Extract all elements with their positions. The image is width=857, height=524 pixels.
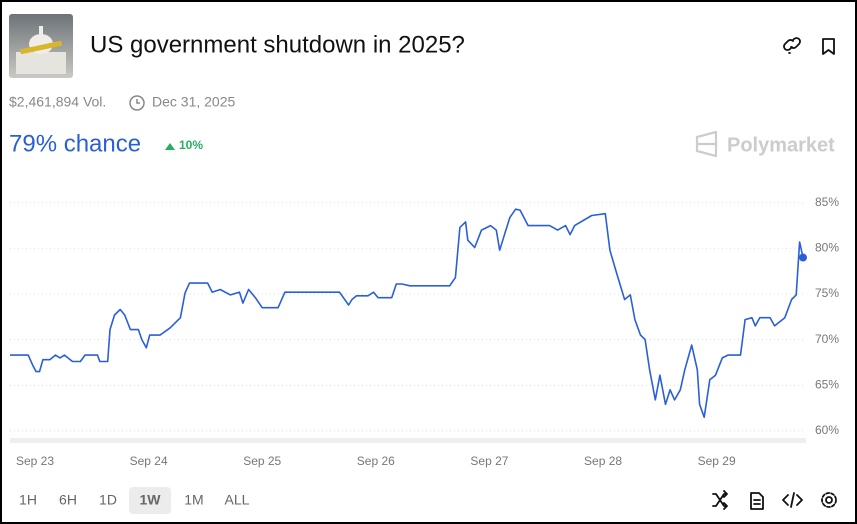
range-button[interactable]: 6H — [59, 492, 77, 508]
range-button-label: 1H — [19, 492, 37, 508]
range-button-label: 1M — [184, 492, 203, 508]
bookmark[interactable] — [822, 38, 835, 55]
x-tick-label: Sep 23 — [16, 454, 54, 468]
x-tick-label: Sep 24 — [130, 454, 168, 468]
range-button-bg — [129, 487, 171, 514]
shuffle-icon[interactable] — [712, 490, 728, 510]
thumbnail — [9, 14, 73, 78]
y-tick-label: 65% — [815, 377, 839, 391]
change: 10% — [179, 138, 203, 152]
bottom-icons — [712, 490, 837, 510]
last-point — [799, 253, 807, 262]
range-button-label: 1W — [140, 492, 162, 508]
range-button[interactable]: 1H — [19, 492, 37, 508]
y-tick-label: 75% — [815, 286, 839, 300]
embed-icon[interactable] — [782, 492, 803, 508]
y-tick-label: 70% — [815, 332, 839, 346]
x-tick-label: Sep 27 — [470, 454, 508, 468]
settings-icon[interactable] — [821, 492, 837, 508]
brand-logo — [695, 130, 718, 158]
range-button-label: 1D — [99, 492, 117, 508]
x-tick-label: Sep 25 — [243, 454, 281, 468]
x-tick-label: Sep 29 — [698, 454, 736, 468]
doc-icon[interactable] — [750, 492, 764, 510]
range-button[interactable]: ALL — [225, 492, 250, 508]
range-button-label: ALL — [225, 492, 250, 508]
end-date: Dec 31, 2025 — [152, 94, 235, 110]
y-tick-label: 60% — [815, 423, 839, 437]
x-tick-label: Sep 26 — [357, 454, 395, 468]
y-tick-label: 85% — [815, 195, 839, 209]
change-arrow — [165, 143, 175, 150]
title: US government shutdown in 2025? — [90, 31, 465, 58]
share-link[interactable] — [783, 37, 801, 54]
x-tick-label: Sep 28 — [584, 454, 622, 468]
price-line — [10, 208, 804, 418]
brand: Polymarket — [727, 134, 835, 156]
axis-band — [10, 438, 806, 443]
range-button[interactable]: 1M — [184, 492, 203, 508]
y-tick-label: 80% — [815, 241, 839, 255]
chance: 79% chance — [9, 130, 141, 157]
volume: $2,461,894 Vol. — [9, 94, 106, 110]
range-button-label: 6H — [59, 492, 77, 508]
range-button[interactable]: 1D — [99, 492, 117, 508]
range-button[interactable]: 1W — [129, 487, 171, 514]
clock-icon — [129, 95, 145, 111]
